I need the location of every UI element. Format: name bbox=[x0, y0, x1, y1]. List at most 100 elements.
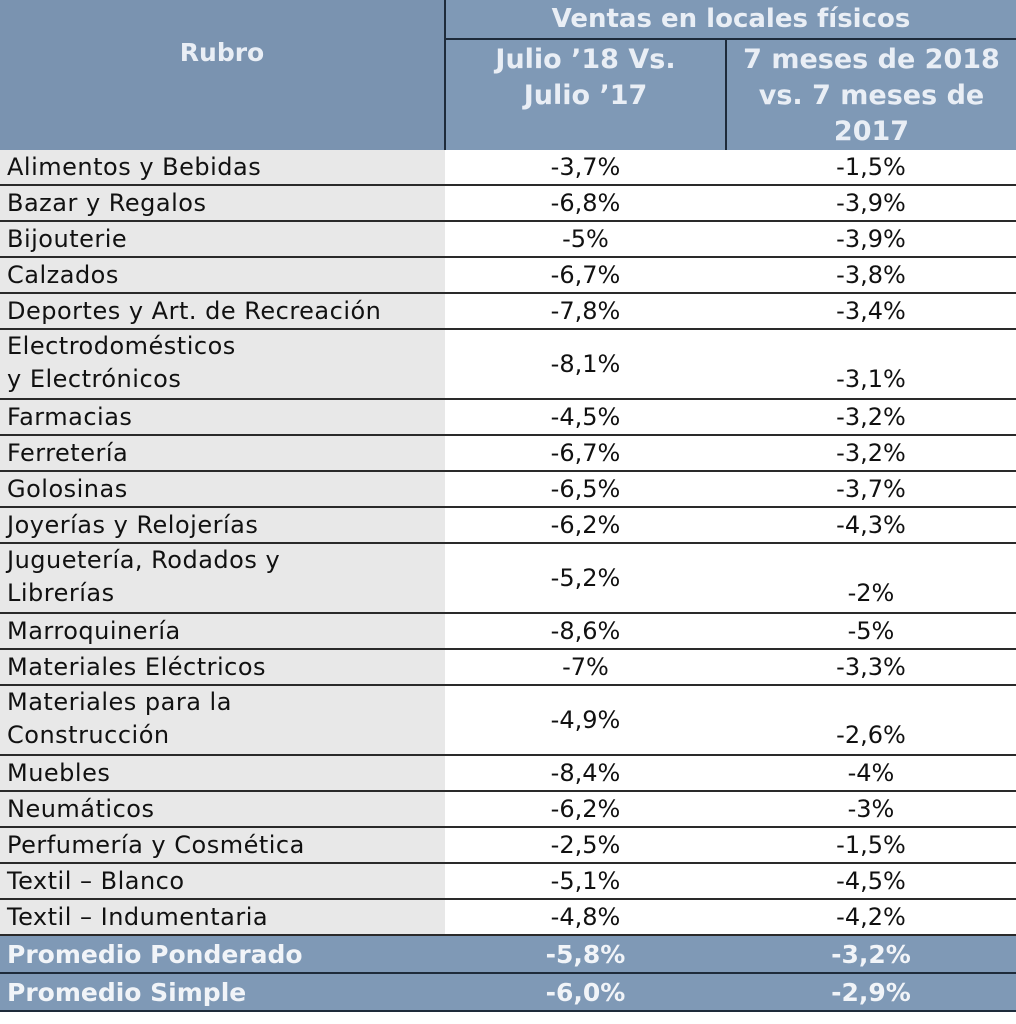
row-rubro-cell: Golosinas bbox=[0, 471, 445, 508]
table-row: Textil – Blanco -5,1% -4,5% bbox=[0, 863, 1016, 900]
row-rubro-line: Materiales para la bbox=[7, 688, 232, 716]
table-row: Deportes y Art. de Recreación -7,8% -3,4% bbox=[0, 293, 1016, 330]
row-siete-meses-value: -4,2% bbox=[726, 899, 1016, 936]
summary-siete-meses-value: -2,9% bbox=[726, 973, 1016, 1012]
row-siete-meses-value: -4,5% bbox=[726, 863, 1016, 900]
row-rubro-cell: Farmacias bbox=[0, 399, 445, 436]
header-row-columns: Julio ’18 Vs. Julio ’17 7 meses de 2018 … bbox=[0, 39, 1016, 150]
table-row: Bazar y Regalos -6,8% -3,9% bbox=[0, 185, 1016, 222]
table-row: Materiales para la Construcción -4,9% -2,6% bbox=[0, 685, 1016, 756]
row-siete-meses-value: -3,8% bbox=[726, 257, 1016, 294]
row-siete-meses-value: -4% bbox=[726, 755, 1016, 792]
row-siete-meses-value: -3,9% bbox=[726, 221, 1016, 258]
row-rubro-cell: Ferretería bbox=[0, 435, 445, 472]
table-row: Calzados -6,7% -3,8% bbox=[0, 257, 1016, 294]
row-rubro-cell: Perfumería y Cosmética bbox=[0, 827, 445, 864]
row-julio-value: -6,8% bbox=[445, 185, 726, 222]
table-row: Joyerías y Relojerías -6,2% -4,3% bbox=[0, 507, 1016, 544]
header-col-siete-meses-text: 7 meses de 2018 vs. 7 meses de 2017 bbox=[743, 44, 1000, 147]
table-row: Perfumería y Cosmética -2,5% -1,5% bbox=[0, 827, 1016, 864]
table-row: Marroquinería -8,6% -5% bbox=[0, 613, 1016, 650]
row-siete-meses-value: -1,5% bbox=[726, 827, 1016, 864]
table-row: Muebles -8,4% -4% bbox=[0, 755, 1016, 792]
row-rubro-cell: Neumáticos bbox=[0, 791, 445, 828]
table-row: Bijouterie -5% -3,9% bbox=[0, 221, 1016, 258]
summary-julio-value: -6,0% bbox=[445, 973, 726, 1012]
row-julio-value: -5,2% bbox=[445, 543, 726, 614]
row-julio-value: -7,8% bbox=[445, 293, 726, 330]
summary-label: Promedio Ponderado bbox=[0, 935, 445, 974]
table-row: Textil – Indumentaria -4,8% -4,2% bbox=[0, 899, 1016, 936]
table-row: Ferretería -6,7% -3,2% bbox=[0, 435, 1016, 472]
header-col-julio: Julio ’18 Vs. Julio ’17 bbox=[445, 39, 727, 150]
row-rubro-cell: Textil – Indumentaria bbox=[0, 899, 445, 936]
row-julio-value: -8,6% bbox=[445, 613, 726, 650]
table-row: Golosinas -6,5% -3,7% bbox=[0, 471, 1016, 508]
table-row: Electrodomésticos y Electrónicos -8,1% -3,1… bbox=[0, 329, 1016, 400]
row-julio-value: -8,4% bbox=[445, 755, 726, 792]
row-rubro-line: y Electrónicos bbox=[7, 365, 182, 393]
header-group-title: Ventas en locales físicos bbox=[445, 0, 1016, 40]
row-julio-value: -2,5% bbox=[445, 827, 726, 864]
header-col-siete-meses: 7 meses de 2018 vs. 7 meses de 2017 bbox=[726, 39, 1016, 150]
row-rubro-cell: Textil – Blanco bbox=[0, 863, 445, 900]
table-row: Materiales Eléctricos -7% -3,3% bbox=[0, 649, 1016, 686]
row-siete-meses-value: -3,3% bbox=[726, 649, 1016, 686]
row-julio-value: -4,9% bbox=[445, 685, 726, 756]
row-siete-meses-value: -2% bbox=[726, 543, 1016, 614]
row-rubro-cell: Joyerías y Relojerías bbox=[0, 507, 445, 544]
row-siete-meses-value: -3,2% bbox=[726, 399, 1016, 436]
table-row: Neumáticos -6,2% -3% bbox=[0, 791, 1016, 828]
row-siete-meses-value: -1,5% bbox=[726, 150, 1016, 186]
row-julio-value: -6,7% bbox=[445, 257, 726, 294]
table-body: Alimentos y Bebidas -3,7% -1,5% Bazar y Reg… bbox=[0, 150, 1016, 1012]
row-siete-meses-value: -4,3% bbox=[726, 507, 1016, 544]
summary-label: Promedio Simple bbox=[0, 973, 445, 1012]
row-siete-meses-value: -5% bbox=[726, 613, 1016, 650]
summary-row: Promedio Simple -6,0% -2,9% bbox=[0, 973, 1016, 1012]
row-rubro-line: Juguetería, Rodados y bbox=[7, 546, 281, 574]
row-siete-meses-value: -3,2% bbox=[726, 435, 1016, 472]
row-rubro-cell: Materiales Eléctricos bbox=[0, 649, 445, 686]
row-rubro-cell: Juguetería, Rodados y Librerías bbox=[0, 543, 445, 614]
header-col-julio-text: Julio ’18 Vs. Julio ’17 bbox=[495, 44, 676, 111]
row-julio-value: -6,5% bbox=[445, 471, 726, 508]
row-rubro-cell: Electrodomésticos y Electrónicos bbox=[0, 329, 445, 400]
table-row: Juguetería, Rodados y Librerías -5,2% -2% bbox=[0, 543, 1016, 614]
summary-julio-value: -5,8% bbox=[445, 935, 726, 974]
row-rubro-line: Librerías bbox=[7, 579, 115, 607]
row-rubro-cell: Bazar y Regalos bbox=[0, 185, 445, 222]
row-julio-value: -6,2% bbox=[445, 791, 726, 828]
header-row-group: Rubro Ventas en locales físicos bbox=[0, 0, 1016, 150]
table-row: Farmacias -4,5% -3,2% bbox=[0, 399, 1016, 436]
row-julio-value: -6,2% bbox=[445, 507, 726, 544]
table-row: Alimentos y Bebidas -3,7% -1,5% bbox=[0, 150, 1016, 186]
row-rubro-cell: Bijouterie bbox=[0, 221, 445, 258]
row-rubro-cell: Alimentos y Bebidas bbox=[0, 150, 445, 186]
row-rubro-cell: Calzados bbox=[0, 257, 445, 294]
row-julio-value: -3,7% bbox=[445, 150, 726, 186]
row-julio-value: -4,5% bbox=[445, 399, 726, 436]
row-julio-value: -5,1% bbox=[445, 863, 726, 900]
row-rubro-cell: Materiales para la Construcción bbox=[0, 685, 445, 756]
summary-siete-meses-value: -3,2% bbox=[726, 935, 1016, 974]
row-siete-meses-value: -2,6% bbox=[726, 685, 1016, 756]
row-julio-value: -5% bbox=[445, 221, 726, 258]
row-siete-meses-value: -3,7% bbox=[726, 471, 1016, 508]
summary-row: Promedio Ponderado -5,8% -3,2% bbox=[0, 935, 1016, 974]
row-julio-value: -6,7% bbox=[445, 435, 726, 472]
row-siete-meses-value: -3,9% bbox=[726, 185, 1016, 222]
row-julio-value: -4,8% bbox=[445, 899, 726, 936]
row-rubro-cell: Muebles bbox=[0, 755, 445, 792]
header-rubro: Rubro bbox=[0, 0, 446, 150]
row-julio-value: -8,1% bbox=[445, 329, 726, 400]
row-rubro-line: Electrodomésticos bbox=[7, 332, 236, 360]
row-rubro-cell: Deportes y Art. de Recreación bbox=[0, 293, 445, 330]
row-siete-meses-value: -3,1% bbox=[726, 329, 1016, 400]
row-siete-meses-value: -3,4% bbox=[726, 293, 1016, 330]
row-rubro-cell: Marroquinería bbox=[0, 613, 445, 650]
row-julio-value: -7% bbox=[445, 649, 726, 686]
row-siete-meses-value: -3% bbox=[726, 791, 1016, 828]
